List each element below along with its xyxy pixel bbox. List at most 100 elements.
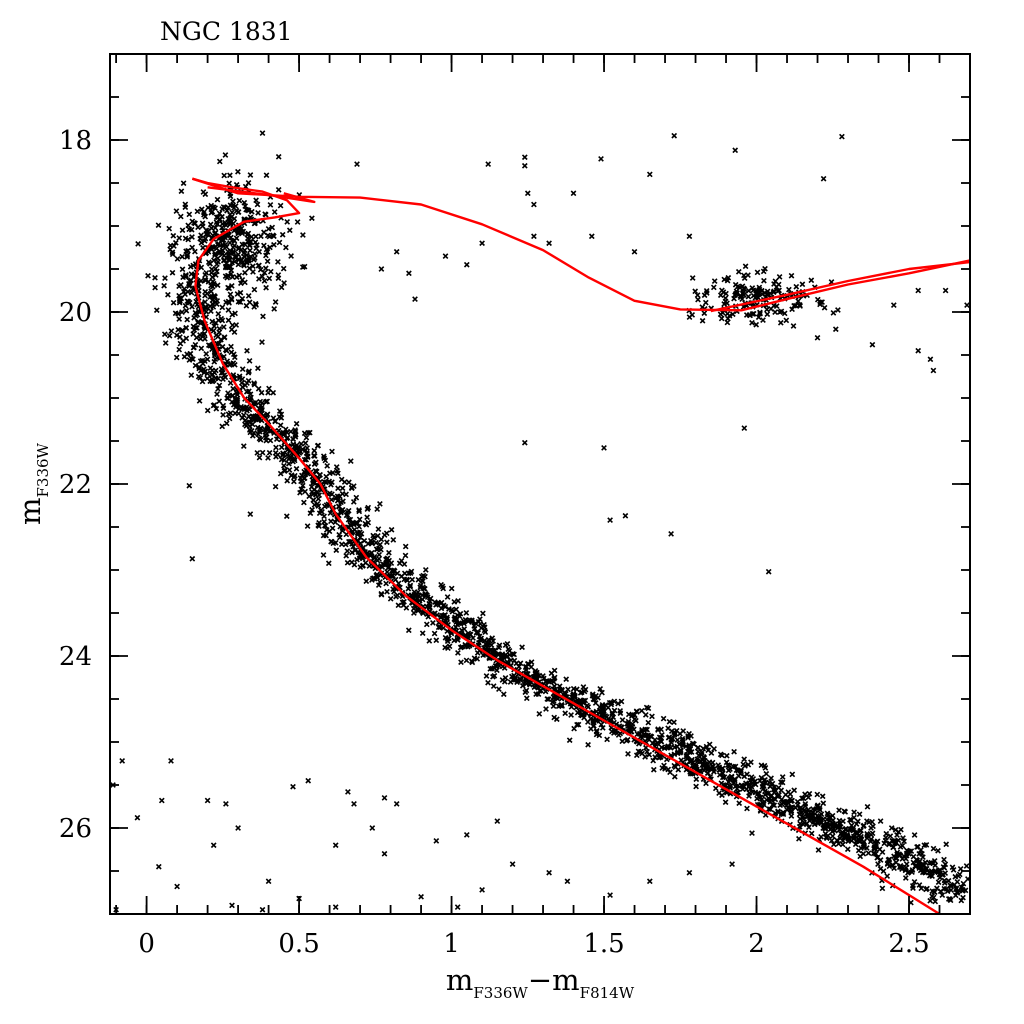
star-point [234, 398, 240, 405]
star-point [926, 860, 933, 867]
star-point [278, 456, 285, 463]
star-point [459, 644, 465, 650]
star-point [266, 233, 273, 240]
star-point [332, 519, 339, 526]
star-point [680, 728, 687, 734]
star-point [411, 589, 418, 595]
x-axis-label: mF336W−mF814W [446, 963, 635, 1002]
star-point [280, 450, 286, 457]
star-point [377, 579, 383, 585]
star-point [231, 329, 238, 335]
star-point [749, 830, 755, 836]
star-point [269, 224, 276, 231]
star-point [607, 892, 613, 898]
axis-ticks [110, 54, 970, 915]
star-point [246, 368, 252, 375]
star-point [894, 832, 900, 838]
star-point [415, 593, 422, 600]
star-point [745, 761, 752, 768]
star-point [271, 306, 278, 312]
star-point [284, 477, 291, 484]
star-point [245, 293, 252, 299]
star-point [433, 838, 440, 844]
isochrone-clump-loop [710, 260, 971, 313]
star-point [254, 201, 261, 208]
star-point [211, 369, 218, 376]
star-point [499, 652, 506, 658]
star-point [477, 636, 484, 642]
star-point [915, 287, 922, 294]
star-point [220, 405, 227, 412]
star-point [906, 868, 912, 875]
star-point [750, 287, 757, 294]
star-point [710, 763, 716, 770]
star-point [750, 776, 757, 782]
star-point [454, 904, 461, 910]
star-point [224, 232, 230, 239]
star-point [776, 287, 782, 294]
star-point [675, 766, 682, 773]
star-point [521, 154, 528, 161]
star-point [265, 455, 271, 461]
star-point [265, 226, 272, 232]
star-point [169, 269, 176, 276]
star-point [563, 676, 570, 683]
y-tick-labels: 18 20 22 24 26 [59, 126, 92, 844]
star-point [215, 375, 222, 382]
star-point [819, 299, 825, 305]
star-point [354, 520, 361, 526]
star-point [872, 850, 879, 857]
star-point [207, 365, 214, 371]
star-point [702, 299, 709, 306]
star-point [735, 782, 741, 789]
star-point [266, 449, 273, 456]
star-point [214, 196, 221, 203]
star-point [575, 721, 582, 728]
star-point [695, 296, 701, 303]
star-point [294, 219, 301, 225]
star-point [173, 332, 180, 339]
star-point [494, 651, 501, 658]
x-tick-label: 1.5 [583, 929, 624, 959]
star-point [485, 161, 492, 167]
star-point [356, 552, 363, 559]
star-point [201, 369, 208, 376]
star-point [593, 731, 600, 738]
star-point [229, 902, 235, 909]
isochrone-hook [207, 186, 316, 204]
star-point [490, 638, 496, 644]
star-point [818, 834, 824, 840]
star-point [492, 663, 499, 669]
star-point [688, 733, 694, 739]
star-point [299, 264, 306, 270]
star-point [448, 585, 455, 592]
star-point [176, 299, 183, 306]
star-point [393, 248, 400, 255]
star-point [897, 844, 904, 850]
star-point [941, 856, 947, 863]
star-point [252, 233, 259, 240]
star-point [665, 734, 672, 741]
star-point [953, 885, 960, 891]
star-point [223, 347, 230, 354]
star-point [568, 712, 574, 718]
star-point [440, 602, 447, 609]
star-point [686, 233, 693, 240]
star-point [333, 547, 340, 554]
star-point [744, 805, 750, 812]
star-point [152, 284, 158, 291]
star-point [220, 412, 226, 418]
star-point [641, 731, 647, 738]
star-point [247, 247, 253, 254]
star-point [939, 872, 946, 878]
star-point [186, 283, 193, 289]
star-point [335, 485, 341, 492]
star-point [760, 801, 767, 808]
star-point [731, 748, 737, 755]
star-point [270, 415, 277, 421]
star-point [646, 878, 653, 885]
star-point [943, 841, 950, 848]
star-point [776, 309, 783, 315]
star-point [184, 254, 191, 260]
